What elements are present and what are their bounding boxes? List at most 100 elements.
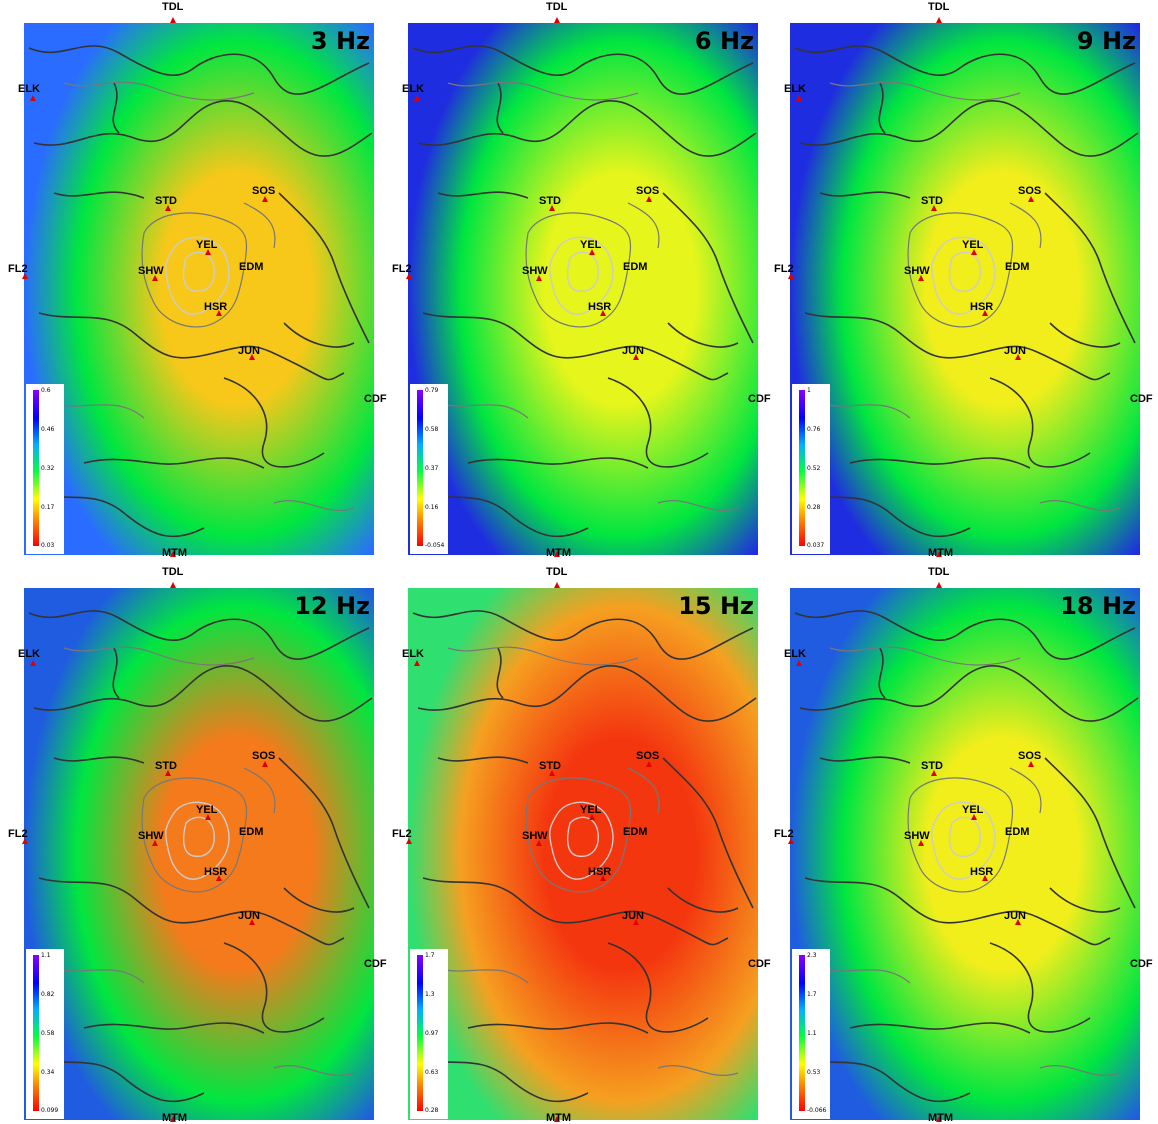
- attenuation-map: [790, 588, 1140, 1120]
- station-label-edm: EDM: [239, 826, 264, 838]
- station-marker-std: [549, 770, 555, 776]
- colorbar-tick: 0.32: [41, 465, 55, 472]
- station-marker-tdl: [936, 582, 942, 588]
- station-label-jun: JUN: [622, 910, 645, 922]
- station-marker-std: [931, 205, 937, 211]
- caldera-contours: [549, 801, 614, 880]
- station-marker-jun: [633, 919, 639, 925]
- colorbar-tick: 0.28: [425, 1107, 439, 1114]
- station-label-edm: EDM: [1005, 826, 1030, 838]
- caldera-contours: [165, 801, 230, 880]
- station-marker-fl2: [22, 273, 28, 279]
- station-label-jun: JUN: [238, 910, 261, 922]
- station-marker-jun: [1015, 919, 1021, 925]
- station-marker-hsr: [600, 310, 606, 316]
- frequency-label: 3 Hz: [310, 27, 370, 55]
- station-label-tdl: TDL: [546, 566, 568, 578]
- topo-contours: [412, 610, 757, 1103]
- station-marker-sos: [646, 761, 652, 767]
- station-marker-jun: [1015, 354, 1021, 360]
- station-marker-std: [931, 770, 937, 776]
- colorbar-tick: 0.34: [41, 1069, 55, 1076]
- station-label-elk: ELK: [784, 648, 806, 660]
- colorbar-gradient: [799, 390, 805, 546]
- colorbar-gradient: [417, 390, 423, 546]
- map-panel-4: 12 Hz TDL ELK FL2 STD SOS YEL SHW EDM HS…: [8, 566, 387, 1124]
- colorbar-tick: 1.7: [807, 991, 817, 998]
- colorbar-tick: 0.16: [425, 504, 439, 511]
- station-label-yel: YEL: [196, 804, 218, 816]
- station-label-mtm: MTM: [546, 1112, 572, 1124]
- station-label-shw: SHW: [904, 265, 930, 277]
- map-panel-2: 6 Hz TDL ELK FL2 STD SOS YEL SHW EDM HSR…: [392, 1, 771, 559]
- station-label-yel: YEL: [962, 804, 984, 816]
- map-panel-5: 15 Hz TDL ELK FL2 STD SOS YEL SHW EDM HS…: [392, 566, 771, 1124]
- topo-contours: [412, 45, 757, 538]
- station-label-sos: SOS: [1018, 750, 1042, 762]
- station-label-mtm: MTM: [928, 547, 954, 559]
- station-label-jun: JUN: [238, 345, 261, 357]
- station-marker-yel: [205, 814, 211, 820]
- station-marker-mtm: [170, 551, 176, 557]
- station-marker-yel: [589, 249, 595, 255]
- station-marker-elk: [414, 660, 420, 666]
- station-marker-hsr: [982, 875, 988, 881]
- station-label-elk: ELK: [18, 83, 40, 95]
- station-label-elk: ELK: [784, 83, 806, 95]
- colorbar-tick: 0.28: [807, 504, 821, 511]
- station-label-yel: YEL: [196, 239, 218, 251]
- station-marker-hsr: [600, 875, 606, 881]
- station-label-sos: SOS: [636, 750, 660, 762]
- colorbar-tick: 0.82: [41, 991, 55, 998]
- station-label-sos: SOS: [252, 185, 276, 197]
- station-label-std: STD: [155, 760, 177, 772]
- station-label-cdf: CDF: [364, 958, 387, 970]
- map-panel-1: 3 Hz TDL ELK FL2 STD SOS YEL SHW EDM HSR…: [8, 1, 387, 559]
- station-label-fl2: FL2: [8, 828, 28, 840]
- station-label-sos: SOS: [1018, 185, 1042, 197]
- attenuation-map: [408, 588, 758, 1120]
- frequency-label: 18 Hz: [1060, 592, 1136, 620]
- frequency-label: 6 Hz: [694, 27, 754, 55]
- colorbar-tick: 1: [807, 387, 811, 394]
- colorbar-gradient: [33, 390, 39, 546]
- station-marker-yel: [205, 249, 211, 255]
- station-label-cdf: CDF: [748, 958, 771, 970]
- station-label-fl2: FL2: [392, 828, 412, 840]
- station-marker-hsr: [216, 875, 222, 881]
- map-panel-3: 9 Hz TDL ELK FL2 STD SOS YEL SHW EDM HSR…: [774, 1, 1153, 559]
- station-label-tdl: TDL: [162, 1, 184, 13]
- station-label-shw: SHW: [138, 265, 164, 277]
- station-label-hsr: HSR: [588, 301, 612, 313]
- station-marker-tdl: [170, 582, 176, 588]
- color-field: [790, 23, 1140, 555]
- color-field: [790, 588, 1140, 1120]
- station-label-std: STD: [539, 760, 561, 772]
- station-marker-jun: [633, 354, 639, 360]
- frequency-label: 9 Hz: [1076, 27, 1136, 55]
- colorbar-tick: 0.63: [425, 1069, 439, 1076]
- station-label-mtm: MTM: [162, 1112, 188, 1124]
- colorbar-tick: 0.79: [425, 387, 439, 394]
- inner-contours: [437, 81, 739, 511]
- frequency-label: 15 Hz: [678, 592, 754, 620]
- colorbar-tick: 1.1: [41, 952, 51, 959]
- station-marker-shw: [152, 840, 158, 846]
- attenuation-map: [24, 23, 374, 555]
- station-label-fl2: FL2: [774, 828, 794, 840]
- color-field: [24, 23, 374, 555]
- colorbar-tick: 0.03: [41, 542, 55, 549]
- station-label-tdl: TDL: [928, 566, 950, 578]
- colorbar-tick: 0.97: [425, 1030, 439, 1037]
- station-marker-elk: [30, 660, 36, 666]
- station-label-sos: SOS: [252, 750, 276, 762]
- station-label-cdf: CDF: [748, 393, 771, 405]
- station-label-elk: ELK: [402, 648, 424, 660]
- station-label-hsr: HSR: [588, 866, 612, 878]
- colorbar-tick: 0.17: [41, 504, 55, 511]
- station-marker-mtm: [554, 551, 560, 557]
- colorbar-tick: 1.3: [425, 991, 435, 998]
- station-label-shw: SHW: [522, 265, 548, 277]
- colorbar-tick: 1.1: [807, 1030, 817, 1037]
- station-marker-shw: [536, 275, 542, 281]
